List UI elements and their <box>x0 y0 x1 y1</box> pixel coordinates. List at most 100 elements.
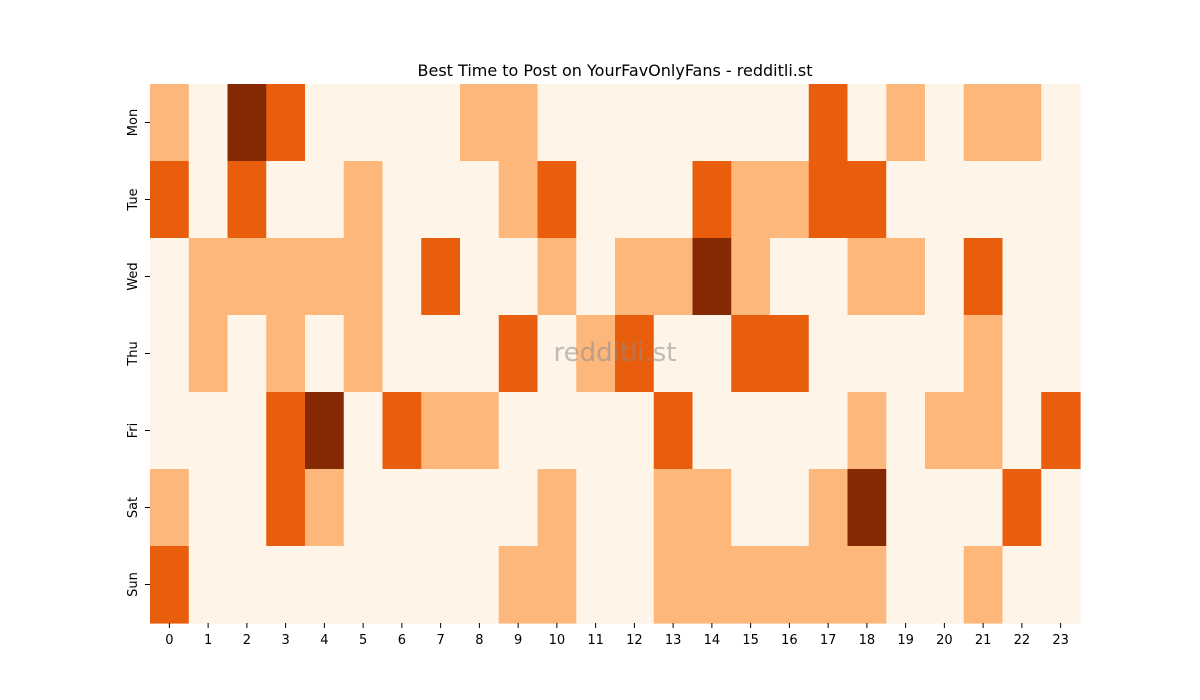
x-tick-label-8: 8 <box>475 633 483 648</box>
heatmap-cell-sun-2 <box>227 546 267 624</box>
heatmap-cells <box>150 84 1081 624</box>
watermark: redditli.st <box>554 338 677 368</box>
x-tick-label-1: 1 <box>204 633 212 648</box>
heatmap-cell-thu-1 <box>188 315 229 393</box>
heatmap-cell-mon-4 <box>305 84 345 162</box>
heatmap-cell-thu-22 <box>1002 315 1042 393</box>
heatmap-cell-fri-14 <box>692 392 732 470</box>
heatmap-cell-thu-11 <box>576 315 616 393</box>
heatmap-cell-sun-7 <box>421 546 461 624</box>
y-tick-label-sat: Sat <box>126 497 141 518</box>
heatmap-cell-sat-22 <box>1002 469 1042 547</box>
heatmap-cell-wed-18 <box>847 238 887 316</box>
heatmap-cell-sun-10 <box>537 546 577 624</box>
heatmap-cell-fri-10 <box>537 392 577 470</box>
heatmap-cell-fri-7 <box>421 392 461 470</box>
x-tick-label-19: 19 <box>897 633 914 648</box>
heatmap-cell-mon-22 <box>1002 84 1042 162</box>
heatmap-cell-sun-3 <box>266 546 306 624</box>
heatmap-cell-mon-21 <box>963 84 1004 162</box>
x-tick-label-5: 5 <box>359 633 367 648</box>
heatmap-cell-mon-18 <box>847 84 887 162</box>
heatmap-cell-sun-21 <box>963 546 1004 624</box>
heatmap-cell-mon-3 <box>266 84 306 162</box>
heatmap-cell-wed-20 <box>925 238 965 316</box>
heatmap-cell-thu-3 <box>266 315 306 393</box>
x-tick-label-6: 6 <box>398 633 406 648</box>
heatmap-cell-thu-19 <box>886 315 926 393</box>
heatmap-cell-thu-4 <box>305 315 345 393</box>
heatmap-cell-thu-17 <box>808 315 849 393</box>
heatmap-cell-tue-7 <box>421 161 461 239</box>
heatmap-cell-sun-14 <box>692 546 732 624</box>
heatmap-cell-sat-3 <box>266 469 306 547</box>
heatmap-cell-tue-14 <box>692 161 732 239</box>
heatmap-cell-tue-6 <box>382 161 422 239</box>
heatmap-cell-sat-11 <box>576 469 616 547</box>
heatmap-cell-sun-12 <box>615 546 655 624</box>
heatmap-cell-wed-19 <box>886 238 926 316</box>
heatmap-cell-thu-13 <box>653 315 694 393</box>
heatmap-cell-tue-17 <box>808 161 849 239</box>
heatmap-cell-mon-19 <box>886 84 926 162</box>
heatmap-cell-fri-8 <box>460 392 500 470</box>
heatmap-cell-tue-11 <box>576 161 616 239</box>
heatmap-cell-sun-9 <box>498 546 539 624</box>
heatmap-cell-sun-20 <box>925 546 965 624</box>
y-tick-label-sun: Sun <box>126 572 141 597</box>
heatmap-cell-sat-1 <box>188 469 229 547</box>
heatmap-cell-wed-6 <box>382 238 422 316</box>
heatmap-cell-wed-12 <box>615 238 655 316</box>
heatmap-cell-wed-7 <box>421 238 461 316</box>
y-tick-label-thu: Thu <box>126 341 141 366</box>
heatmap-cell-tue-21 <box>963 161 1004 239</box>
heatmap-cell-fri-23 <box>1041 392 1081 470</box>
x-tick-label-14: 14 <box>704 633 721 648</box>
heatmap-cell-fri-11 <box>576 392 616 470</box>
heatmap-cell-sun-6 <box>382 546 422 624</box>
heatmap-cell-mon-11 <box>576 84 616 162</box>
heatmap-cell-fri-16 <box>770 392 810 470</box>
heatmap-cell-wed-23 <box>1041 238 1081 316</box>
heatmap-cell-wed-22 <box>1002 238 1042 316</box>
heatmap-cell-sun-13 <box>653 546 694 624</box>
heatmap-cell-sun-1 <box>188 546 229 624</box>
heatmap-cell-mon-6 <box>382 84 422 162</box>
heatmap-cell-fri-18 <box>847 392 887 470</box>
heatmap-cell-thu-5 <box>343 315 384 393</box>
heatmap-cell-thu-2 <box>227 315 267 393</box>
heatmap-cell-tue-3 <box>266 161 306 239</box>
heatmap-cell-sat-12 <box>615 469 655 547</box>
x-tick-label-21: 21 <box>975 633 992 648</box>
heatmap-cell-thu-6 <box>382 315 422 393</box>
heatmap-cell-wed-11 <box>576 238 616 316</box>
heatmap-cell-fri-1 <box>188 392 229 470</box>
heatmap-cell-fri-9 <box>498 392 539 470</box>
x-axis: 0 1 2 3 4 5 6 7 8 9 10 11 12 13 14 15 16 17 18 19 20 21 22 23 <box>165 623 1069 648</box>
heatmap-cell-wed-0 <box>150 238 190 316</box>
y-tick-label-tue: Tue <box>126 188 141 211</box>
heatmap-cell-sat-10 <box>537 469 577 547</box>
heatmap-cell-sat-20 <box>925 469 965 547</box>
heatmap-cell-fri-15 <box>731 392 771 470</box>
heatmap-cell-sun-0 <box>150 546 190 624</box>
heatmap-cell-sat-9 <box>498 469 539 547</box>
heatmap-cell-mon-5 <box>343 84 384 162</box>
heatmap-cell-tue-10 <box>537 161 577 239</box>
heatmap-cell-fri-17 <box>808 392 849 470</box>
heatmap-cell-sun-5 <box>343 546 384 624</box>
heatmap-cell-mon-2 <box>227 84 267 162</box>
heatmap-cell-sun-8 <box>460 546 500 624</box>
heatmap-cell-sat-18 <box>847 469 887 547</box>
heatmap-cell-tue-12 <box>615 161 655 239</box>
heatmap-cell-mon-14 <box>692 84 732 162</box>
heatmap-cell-fri-13 <box>653 392 694 470</box>
heatmap-cell-tue-0 <box>150 161 190 239</box>
heatmap-cell-wed-8 <box>460 238 500 316</box>
heatmap-cell-wed-16 <box>770 238 810 316</box>
x-tick-label-17: 17 <box>820 633 837 648</box>
heatmap-cell-fri-2 <box>227 392 267 470</box>
heatmap-cell-mon-0 <box>150 84 190 162</box>
heatmap-cell-sat-23 <box>1041 469 1081 547</box>
